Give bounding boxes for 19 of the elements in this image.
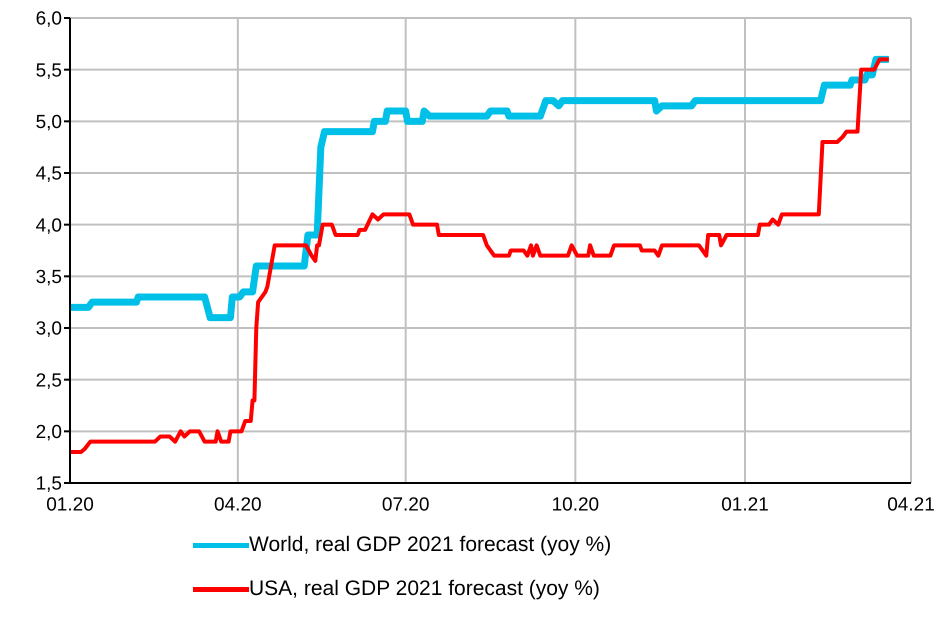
x-tick-label: 04.21 xyxy=(887,494,935,516)
y-tick-label: 5,0 xyxy=(36,112,62,134)
y-tick-label: 6,0 xyxy=(36,8,62,30)
x-tick-label: 07.20 xyxy=(382,494,430,516)
y-tick-label: 3,0 xyxy=(36,318,62,340)
y-tick-label: 4,0 xyxy=(36,215,62,236)
y-tick-label: 3,5 xyxy=(36,267,62,288)
legend-label: World, real GDP 2021 forecast (yoy %) xyxy=(249,533,612,557)
y-tick-label: 1,5 xyxy=(36,474,62,495)
y-tick-label: 4,5 xyxy=(36,164,62,185)
x-tick-label: 10.20 xyxy=(552,494,600,516)
y-tick-label: 2,0 xyxy=(36,422,62,444)
x-tick-label: 01.21 xyxy=(721,494,769,516)
x-tick-label: 01.20 xyxy=(46,494,94,516)
x-tick-label: 04.20 xyxy=(214,494,262,516)
legend-label: USA, real GDP 2021 forecast (yoy %) xyxy=(249,577,600,601)
y-tick-label: 5,5 xyxy=(36,60,62,82)
line-series xyxy=(70,57,891,454)
y-tick-label: 2,5 xyxy=(36,370,62,392)
